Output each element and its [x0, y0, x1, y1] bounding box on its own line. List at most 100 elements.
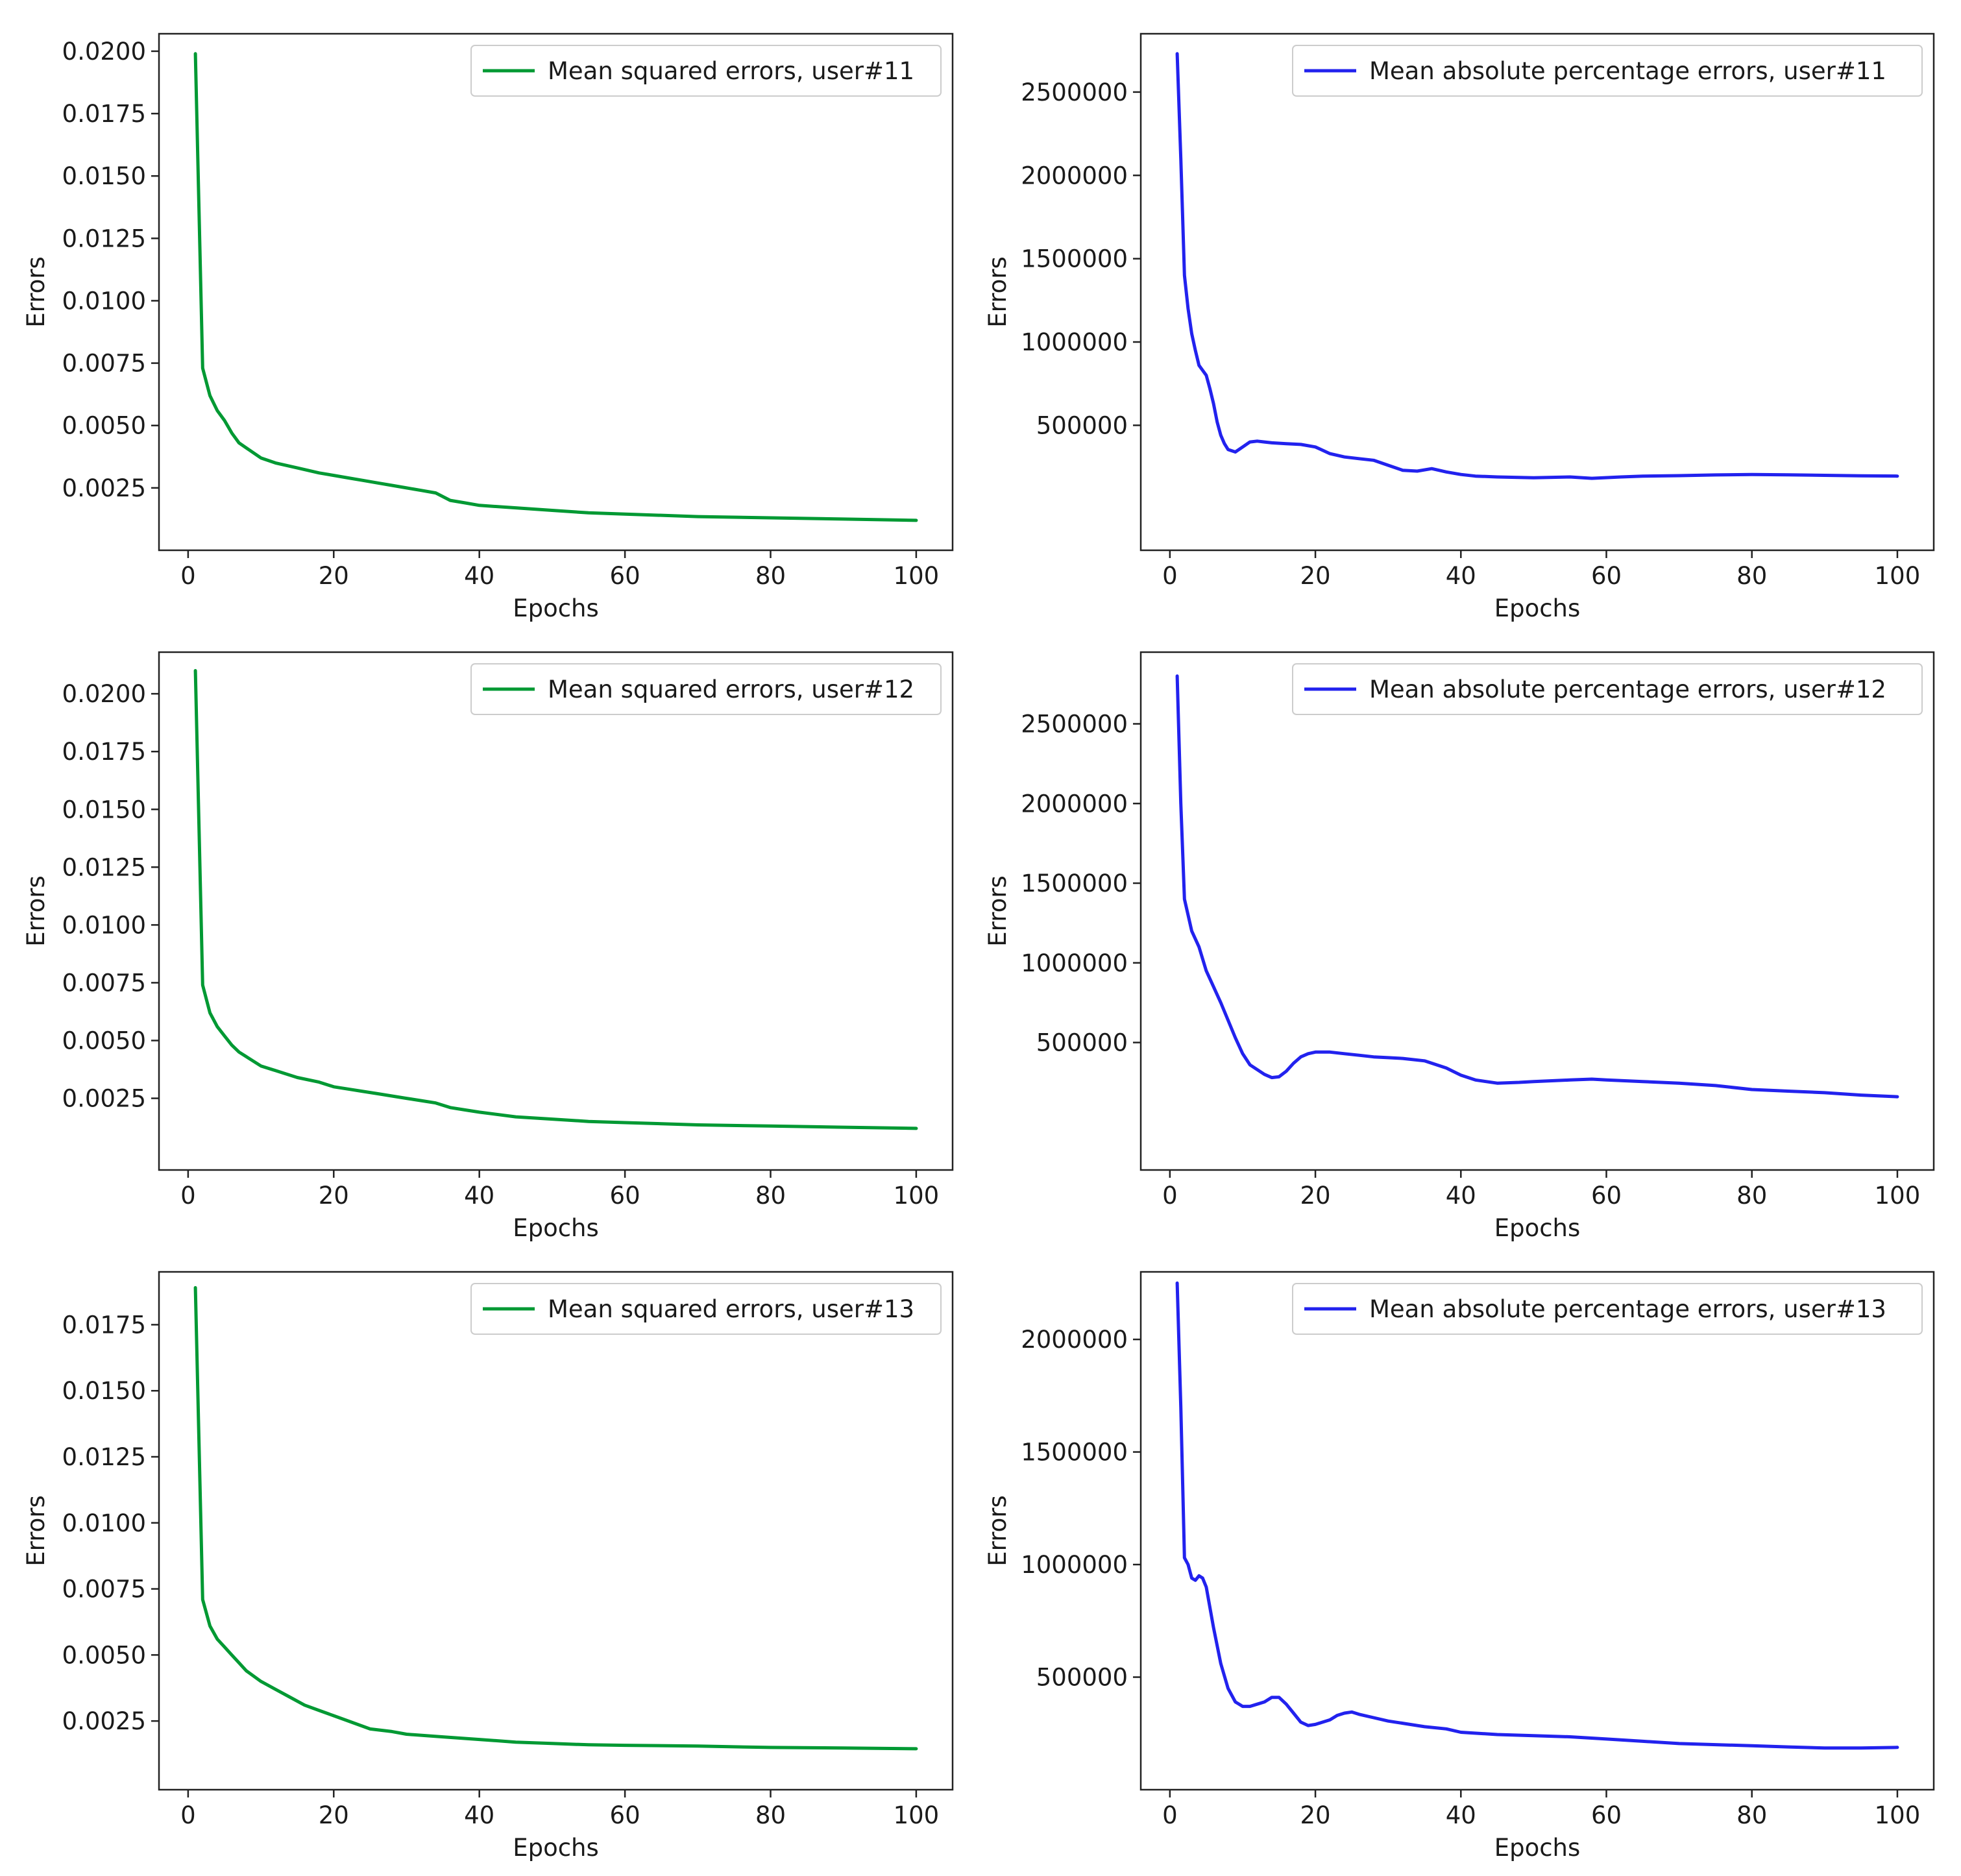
legend: Mean absolute percentage errors, user#13 [1292, 1283, 1923, 1335]
y-tick-label: 1500000 [1021, 1439, 1128, 1467]
chart-panel-5: 0 20 40 60 80 100 0.0025 0.0050 0.0075 0.0100 0.01… [22, 1271, 954, 1862]
x-tick-label: 60 [610, 562, 640, 590]
chart-panel-6: 0 20 40 60 80 100 500000 1000000 1500000 2000000 E… [984, 1271, 1935, 1862]
y-tick-label: 500000 [1036, 411, 1128, 439]
x-tick-label: 60 [610, 1182, 640, 1210]
x-tick-label: 20 [1300, 1182, 1331, 1210]
y-tick-label: 0.0150 [62, 796, 146, 823]
y-tick-label: 1000000 [1021, 328, 1128, 356]
series-line [1175, 1281, 1899, 1750]
legend-box [1292, 45, 1923, 97]
y-tick-label: 2000000 [1021, 1326, 1128, 1354]
y-tick-label: 0.0175 [62, 738, 146, 766]
x-tick-label: 100 [1875, 1182, 1921, 1210]
y-tick-label: 0.0125 [62, 225, 146, 252]
y-tick-label: 0.0075 [62, 350, 146, 378]
y-tick-label: 2500000 [1021, 710, 1128, 738]
y-tick-label: 0.0050 [62, 1027, 146, 1055]
legend-box [470, 45, 942, 97]
y-tick-label: 2000000 [1021, 162, 1128, 189]
y-tick-label: 1500000 [1021, 245, 1128, 273]
x-tick-label: 0 [180, 1801, 196, 1829]
chart-panel-3: 0 20 40 60 80 100 0.0025 0.0050 0.0075 0.0100 0.01… [22, 651, 954, 1242]
legend-label: Mean absolute percentage errors, user#11 [1369, 57, 1886, 85]
y-tick-label: 1500000 [1021, 870, 1128, 897]
x-tick-label: 80 [1736, 562, 1767, 590]
series-line [1175, 52, 1899, 480]
series-line [193, 1285, 918, 1751]
y-axis-label: Errors [984, 875, 1012, 946]
y-tick-label: 0.0175 [62, 1311, 146, 1339]
legend: Mean squared errors, user#11 [470, 45, 942, 97]
x-tick-label: 0 [1162, 1182, 1178, 1210]
x-tick-label: 0 [1162, 1801, 1178, 1829]
y-tick-label: 0.0125 [62, 1443, 146, 1471]
y-tick-label: 0.0050 [62, 412, 146, 440]
legend-box [1292, 663, 1923, 715]
x-tick-label: 60 [610, 1801, 640, 1829]
x-tick-label: 60 [1591, 562, 1622, 590]
y-tick-label: 0.0200 [62, 38, 146, 66]
y-tick-label: 2000000 [1021, 790, 1128, 818]
x-tick-label: 100 [1875, 562, 1921, 590]
legend: Mean squared errors, user#12 [470, 663, 942, 715]
x-tick-label: 60 [1591, 1182, 1622, 1210]
x-tick-label: 40 [1446, 562, 1476, 590]
y-tick-label: 2500000 [1021, 79, 1128, 106]
y-axis-label: Errors [984, 256, 1012, 327]
legend-label: Mean absolute percentage errors, user#12 [1369, 676, 1886, 703]
x-tick-label: 80 [755, 1182, 786, 1210]
plot-frame [158, 32, 954, 552]
x-tick-label: 100 [1875, 1801, 1921, 1829]
y-tick-label: 500000 [1036, 1664, 1128, 1692]
series-line [193, 669, 918, 1130]
y-tick-label: 0.0100 [62, 287, 146, 315]
x-tick-label: 0 [180, 562, 196, 590]
x-tick-label: 80 [755, 562, 786, 590]
x-tick-label: 20 [1300, 562, 1331, 590]
x-tick-label: 80 [755, 1801, 786, 1829]
x-tick-label: 100 [894, 562, 940, 590]
x-tick-label: 40 [464, 1182, 494, 1210]
x-tick-label: 80 [1736, 1801, 1767, 1829]
x-tick-label: 40 [1446, 1801, 1476, 1829]
x-tick-label: 0 [1162, 562, 1178, 590]
x-axis-label: Epochs [1494, 1214, 1581, 1242]
y-tick-label: 1000000 [1021, 1551, 1128, 1579]
plot-frame [1139, 32, 1935, 552]
x-tick-label: 20 [319, 1801, 349, 1829]
legend-box [470, 1283, 942, 1335]
x-tick-label: 20 [1300, 1801, 1331, 1829]
x-axis-label: Epochs [1494, 594, 1581, 622]
x-tick-label: 60 [1591, 1801, 1622, 1829]
y-tick-label: 0.0025 [62, 474, 146, 502]
series-line [193, 52, 918, 522]
y-tick-label: 0.0150 [62, 162, 146, 190]
y-tick-label: 0.0025 [62, 1085, 146, 1113]
y-tick-label: 0.0050 [62, 1641, 146, 1669]
y-tick-label: 0.0175 [62, 100, 146, 128]
legend-label: Mean squared errors, user#12 [548, 676, 914, 703]
y-tick-label: 0.0125 [62, 853, 146, 881]
legend: Mean absolute percentage errors, user#12 [1292, 663, 1923, 715]
y-tick-label: 0.0200 [62, 680, 146, 708]
y-tick-label: 0.0100 [62, 911, 146, 939]
x-tick-label: 20 [319, 562, 349, 590]
y-tick-label: 0.0150 [62, 1377, 146, 1405]
x-tick-label: 40 [1446, 1182, 1476, 1210]
series-line [1175, 674, 1899, 1099]
legend-label: Mean squared errors, user#11 [548, 57, 914, 85]
x-tick-label: 80 [1736, 1182, 1767, 1210]
chart-panel-2: 0 20 40 60 80 100 500000 1000000 1500000 2000000 2… [984, 32, 1935, 622]
x-axis-label: Epochs [1494, 1834, 1581, 1862]
y-axis-label: Errors [22, 256, 50, 327]
y-axis-label: Errors [22, 1495, 50, 1566]
y-axis-label: Errors [984, 1495, 1012, 1566]
x-tick-label: 100 [894, 1801, 940, 1829]
legend-label: Mean squared errors, user#13 [548, 1295, 914, 1323]
y-tick-label: 0.0025 [62, 1707, 146, 1735]
y-tick-label: 500000 [1036, 1029, 1128, 1057]
y-tick-label: 0.0075 [62, 969, 146, 997]
y-axis-label: Errors [22, 875, 50, 946]
